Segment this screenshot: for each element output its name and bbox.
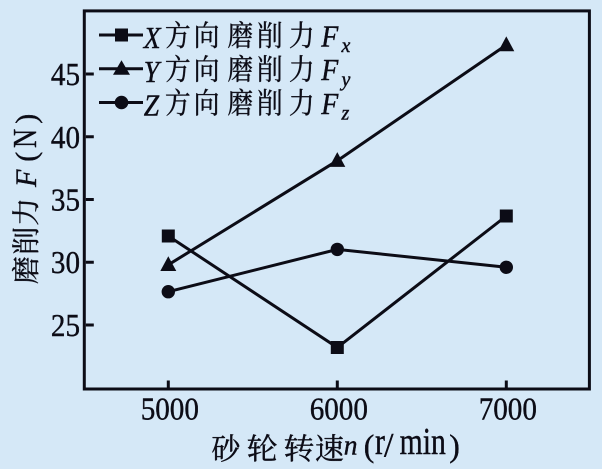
svg-text:n: n xyxy=(344,430,358,462)
svg-text:Y: Y xyxy=(144,55,162,89)
svg-text:Z: Z xyxy=(144,89,160,123)
svg-text:r: r xyxy=(375,421,385,464)
svg-text:25: 25 xyxy=(51,308,80,344)
svg-text:6000: 6000 xyxy=(310,391,368,427)
svg-text:35: 35 xyxy=(51,182,80,218)
svg-text:40: 40 xyxy=(51,120,80,156)
svg-text:x: x xyxy=(341,35,351,57)
svg-text:F: F xyxy=(320,54,339,88)
svg-text:7000: 7000 xyxy=(479,391,537,427)
svg-text:z: z xyxy=(341,103,350,125)
svg-text:45: 45 xyxy=(51,57,80,93)
svg-text:F: F xyxy=(320,88,339,122)
svg-text:F: F xyxy=(320,20,339,54)
svg-text:): ) xyxy=(449,429,460,464)
svg-text:30: 30 xyxy=(51,245,80,281)
svg-text:): ) xyxy=(10,114,43,124)
svg-text:F: F xyxy=(10,168,43,187)
svg-text:N: N xyxy=(6,129,44,148)
svg-text:(: ( xyxy=(10,152,43,162)
svg-text:/: / xyxy=(384,427,394,464)
svg-text:min: min xyxy=(400,421,446,464)
svg-text:(: ( xyxy=(364,429,375,464)
svg-text:y: y xyxy=(340,69,351,91)
svg-text:5000: 5000 xyxy=(141,391,199,427)
svg-text:X: X xyxy=(143,22,162,56)
